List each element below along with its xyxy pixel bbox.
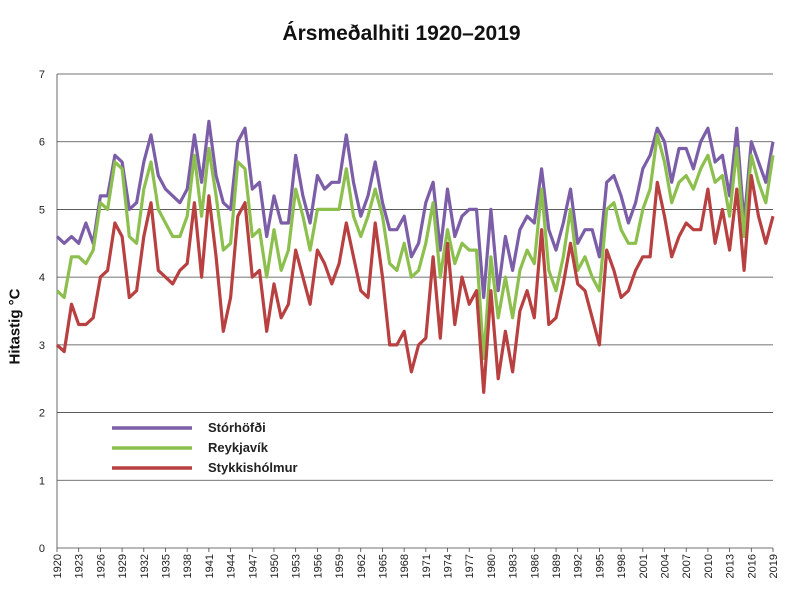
x-tick-label: 1995	[594, 554, 606, 578]
x-tick-label: 1962	[356, 554, 368, 578]
x-tick-label: 2001	[638, 554, 650, 578]
x-tick-label: 1923	[74, 554, 86, 578]
x-tick-label: 1920	[52, 554, 64, 578]
series-line	[55, 133, 775, 360]
y-tick-label: 4	[39, 272, 45, 284]
x-tick-label: 1974	[443, 554, 455, 578]
x-tick-label: 2007	[681, 554, 693, 578]
y-tick-label: 3	[39, 340, 45, 352]
x-tick-label: 2004	[660, 554, 672, 578]
y-tick-label: 7	[39, 69, 45, 81]
x-tick-label: 1971	[421, 554, 433, 578]
y-tick-label: 6	[39, 137, 45, 149]
x-tick-label: 1992	[573, 554, 585, 578]
x-tick-label: 1953	[291, 554, 303, 578]
x-tick-label: 1998	[616, 554, 628, 578]
x-tick-label: 1983	[508, 554, 520, 578]
x-tick-label: 1947	[247, 554, 259, 578]
legend-label: Reykjavík	[208, 440, 269, 455]
x-tick-label: 1932	[139, 554, 151, 578]
legend-label: Stykkishólmur	[208, 460, 298, 475]
x-tick-label: 1938	[182, 554, 194, 578]
chart-title: Ársmeðalhiti 1920–2019	[282, 22, 521, 45]
x-tick-label: 2019	[768, 554, 780, 578]
x-tick-label: 1959	[334, 554, 346, 578]
x-tick-label: 1965	[377, 554, 389, 578]
x-tick-label: 1941	[204, 554, 216, 578]
x-tick-label: 1929	[117, 554, 129, 578]
x-tick-label: 1968	[399, 554, 411, 578]
x-tick-label: 2016	[746, 554, 758, 578]
x-tick-label: 1989	[551, 554, 563, 578]
x-tick-label: 1977	[464, 554, 476, 578]
x-tick-label: 1944	[226, 554, 238, 578]
y-tick-label: 5	[39, 204, 45, 216]
x-tick-label: 1956	[312, 554, 324, 578]
y-tick-label: 0	[39, 543, 45, 555]
x-tick-label: 1926	[95, 554, 107, 578]
x-tick-label: 2013	[725, 554, 737, 578]
legend-label: Stórhöfði	[208, 420, 266, 435]
y-tick-label: 1	[39, 475, 45, 487]
x-tick-label: 2010	[703, 554, 715, 578]
x-tick-label: 1980	[486, 554, 498, 578]
y-tick-label: 2	[39, 408, 45, 420]
x-tick-label: 1986	[529, 554, 541, 578]
series-line	[55, 174, 775, 394]
x-tick-label: 1935	[160, 554, 172, 578]
x-tick-label: 1950	[269, 554, 281, 578]
series-line	[55, 119, 775, 300]
